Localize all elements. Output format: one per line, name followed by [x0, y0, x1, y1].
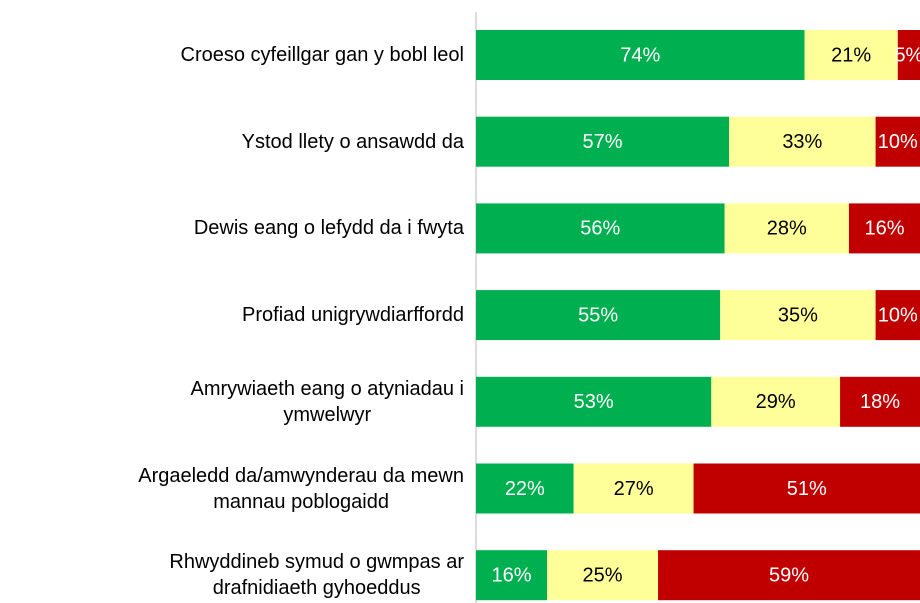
bar-segment — [720, 290, 876, 341]
category-label: Ystod llety o ansawdd da — [0, 112, 464, 172]
category-text: Amrywiaeth eang o atyniadau i ymwelwyr — [190, 377, 465, 426]
bar-segment — [573, 463, 694, 514]
bar-segment — [476, 376, 712, 427]
category-label: Rhwyddineb symud o gwmpas ar drafnidiaet… — [0, 545, 464, 603]
category-text: Rhwyddineb symud o gwmpas ar drafnidiaet… — [169, 551, 464, 600]
bar-segment — [724, 203, 849, 254]
bar-segment — [476, 463, 574, 514]
category-label: Croeso cyfeillgar gan y bobl leol — [0, 25, 465, 85]
value-label: 22% — [505, 478, 545, 500]
category-text: Croeso cyfeillgar gan y bobl leol — [180, 44, 465, 66]
value-label: 5% — [894, 44, 920, 66]
bar-segment — [476, 116, 730, 167]
value-label: 16% — [864, 218, 904, 240]
value-label: 10% — [878, 131, 918, 153]
category-text: Dewis eang o lefydd da i fwyta — [193, 217, 464, 240]
value-label: 51% — [787, 478, 827, 500]
bar-segment — [547, 550, 659, 601]
bar-segment — [476, 203, 725, 254]
bar-segment — [476, 30, 805, 80]
value-label: 53% — [574, 391, 614, 413]
bar-segment — [711, 376, 841, 427]
value-label: 29% — [756, 391, 796, 413]
value-label: 33% — [782, 131, 822, 153]
value-label: 16% — [492, 564, 532, 586]
value-label: 55% — [578, 304, 618, 326]
value-label: 27% — [614, 478, 654, 500]
bar-segment — [840, 376, 920, 427]
category-label: Amrywiaeth eang o atyniadau i ymwelwyr — [0, 372, 465, 432]
category-text: Argaeledd da/amwynderau da mewn mannau p… — [138, 464, 464, 513]
value-label: 74% — [620, 44, 660, 66]
bar-segment — [476, 290, 721, 341]
bar-segment — [804, 30, 898, 80]
value-label: 57% — [583, 131, 623, 153]
category-label: Dewis eang o lefydd da i fwyta — [0, 198, 464, 258]
bar-segment — [848, 203, 920, 254]
bar-segment — [476, 550, 548, 601]
category-text: Profiad unigrywdiarffordd — [242, 304, 464, 327]
value-label: 59% — [769, 564, 809, 586]
category-label: Argaeledd da/amwynderau da mewn mannau p… — [0, 459, 464, 519]
bar-segment — [897, 30, 920, 80]
category-text: Ystod llety o ansawdd da — [241, 130, 464, 153]
value-label: 25% — [583, 564, 623, 586]
value-label: 56% — [580, 218, 620, 240]
bar-segment — [875, 116, 920, 167]
value-label: 28% — [767, 218, 807, 240]
bar-segment — [729, 116, 876, 167]
category-label: Profiad unigrywdiarffordd — [0, 285, 464, 345]
value-label: 18% — [860, 391, 900, 413]
bar-segment — [875, 290, 920, 341]
bar-segment — [693, 463, 920, 514]
bar-segment — [658, 550, 920, 601]
value-label: 21% — [831, 44, 871, 66]
value-label: 35% — [778, 304, 818, 326]
value-label: 10% — [878, 304, 918, 326]
